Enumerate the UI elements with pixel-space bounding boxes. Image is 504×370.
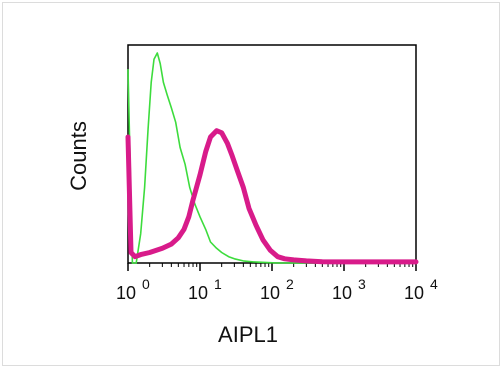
figure-frame: [2, 2, 500, 366]
x-tick-exponent: 0: [142, 276, 150, 292]
series-line-2: [125, 128, 419, 265]
x-tick-label: 10: [188, 283, 208, 303]
series-line-1: [127, 52, 417, 264]
x-axis-title: AIPL1: [218, 322, 278, 347]
x-tick-label: 10: [404, 283, 424, 303]
x-tick-label: 10: [260, 283, 280, 303]
x-tick-label: 10: [116, 283, 136, 303]
x-tick-exponent: 4: [430, 276, 438, 292]
plot-frame: [127, 44, 417, 264]
x-tick-exponent: 2: [286, 276, 294, 292]
x-tick-label: 10: [332, 283, 352, 303]
y-axis-title: Counts: [66, 121, 91, 191]
x-tick-exponent: 1: [214, 276, 222, 292]
x-tick-exponent: 3: [358, 276, 366, 292]
